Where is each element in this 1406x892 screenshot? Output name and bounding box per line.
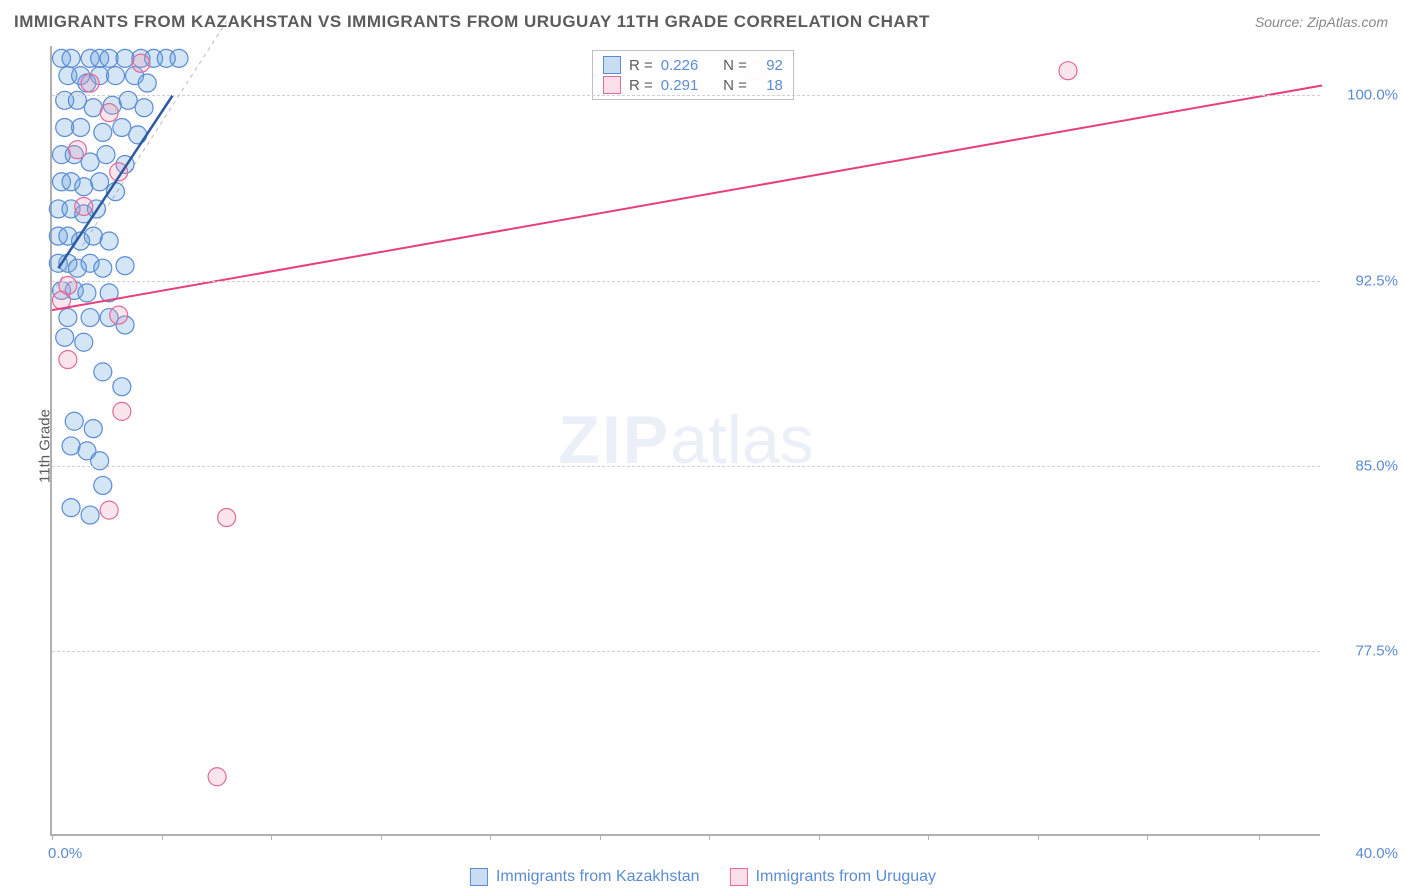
x-tick (600, 834, 601, 840)
point-uruguay (81, 74, 99, 92)
gridline-h (52, 466, 1320, 467)
point-kazakhstan (75, 178, 93, 196)
point-kazakhstan (135, 99, 153, 117)
point-kazakhstan (91, 173, 109, 191)
point-kazakhstan (81, 506, 99, 524)
legend-n-value: 92 (755, 57, 783, 74)
point-kazakhstan (94, 123, 112, 141)
point-kazakhstan (129, 126, 147, 144)
legend-swatch (470, 868, 488, 886)
x-tick (52, 834, 53, 840)
x-tick (490, 834, 491, 840)
x-tick (819, 834, 820, 840)
point-uruguay (68, 141, 86, 159)
point-kazakhstan (56, 328, 74, 346)
point-kazakhstan (107, 67, 125, 85)
x-tick-label-max: 40.0% (1328, 845, 1398, 862)
legend-r-value: 0.226 (661, 57, 707, 74)
point-kazakhstan (91, 452, 109, 470)
y-tick-label: 92.5% (1328, 272, 1398, 289)
point-kazakhstan (81, 309, 99, 327)
point-kazakhstan (62, 499, 80, 517)
y-tick-label: 77.5% (1328, 642, 1398, 659)
scatter-svg (52, 46, 1320, 834)
point-kazakhstan (94, 476, 112, 494)
legend-swatch (603, 76, 621, 94)
x-tick (1038, 834, 1039, 840)
point-kazakhstan (94, 259, 112, 277)
x-tick (709, 834, 710, 840)
y-tick-label: 85.0% (1328, 457, 1398, 474)
x-tick (381, 834, 382, 840)
point-kazakhstan (84, 99, 102, 117)
point-kazakhstan (113, 118, 131, 136)
point-kazakhstan (138, 74, 156, 92)
point-uruguay (100, 501, 118, 519)
gridline-h (52, 281, 1320, 282)
x-tick (162, 834, 163, 840)
point-kazakhstan (78, 284, 96, 302)
legend-swatch (730, 868, 748, 886)
legend-r-value: 0.291 (661, 77, 707, 94)
point-uruguay (59, 351, 77, 369)
bottom-legend-item: Immigrants from Kazakhstan (470, 868, 700, 886)
point-uruguay (1059, 62, 1077, 80)
x-tick (928, 834, 929, 840)
point-kazakhstan (119, 91, 137, 109)
legend-row: R = 0.291 N = 18 (603, 75, 783, 95)
trendline-uruguay (52, 86, 1322, 311)
point-kazakhstan (113, 378, 131, 396)
point-uruguay (132, 54, 150, 72)
legend-box: R = 0.226 N = 92 R = 0.291 N = 18 (592, 50, 794, 100)
legend-n-label: N = (715, 77, 747, 94)
point-kazakhstan (72, 118, 90, 136)
point-uruguay (113, 402, 131, 420)
plot-area: ZIPatlas 0.0% 40.0% R =0.226 N =92R =0.2… (50, 46, 1320, 836)
source-label: Source: ZipAtlas.com (1255, 14, 1388, 30)
point-kazakhstan (170, 49, 188, 67)
legend-r-label: R = (629, 77, 653, 94)
point-kazakhstan (100, 232, 118, 250)
point-uruguay (75, 197, 93, 215)
y-tick-label: 100.0% (1328, 87, 1398, 104)
point-kazakhstan (68, 91, 86, 109)
point-kazakhstan (62, 49, 80, 67)
point-kazakhstan (94, 363, 112, 381)
point-uruguay (208, 768, 226, 786)
gridline-h (52, 95, 1320, 96)
chart-title: IMMIGRANTS FROM KAZAKHSTAN VS IMMIGRANTS… (14, 12, 930, 32)
point-uruguay (110, 306, 128, 324)
point-kazakhstan (116, 257, 134, 275)
point-kazakhstan (84, 227, 102, 245)
x-tick-label-min: 0.0% (48, 845, 82, 862)
gridline-h (52, 651, 1320, 652)
bottom-legend-label: Immigrants from Uruguay (756, 868, 937, 886)
bottom-legend: Immigrants from Kazakhstan Immigrants fro… (470, 868, 936, 886)
legend-swatch (603, 56, 621, 74)
point-uruguay (100, 104, 118, 122)
point-kazakhstan (97, 146, 115, 164)
legend-n-value: 18 (755, 77, 783, 94)
bottom-legend-label: Immigrants from Kazakhstan (496, 868, 700, 886)
point-uruguay (218, 509, 236, 527)
point-kazakhstan (84, 420, 102, 438)
point-kazakhstan (75, 333, 93, 351)
x-tick (1259, 834, 1260, 840)
legend-r-label: R = (629, 57, 653, 74)
x-tick (1147, 834, 1148, 840)
point-kazakhstan (59, 309, 77, 327)
x-tick (271, 834, 272, 840)
bottom-legend-item: Immigrants from Uruguay (730, 868, 937, 886)
legend-n-label: N = (715, 57, 747, 74)
point-kazakhstan (62, 437, 80, 455)
point-kazakhstan (65, 412, 83, 430)
legend-row: R = 0.226 N = 92 (603, 55, 783, 75)
